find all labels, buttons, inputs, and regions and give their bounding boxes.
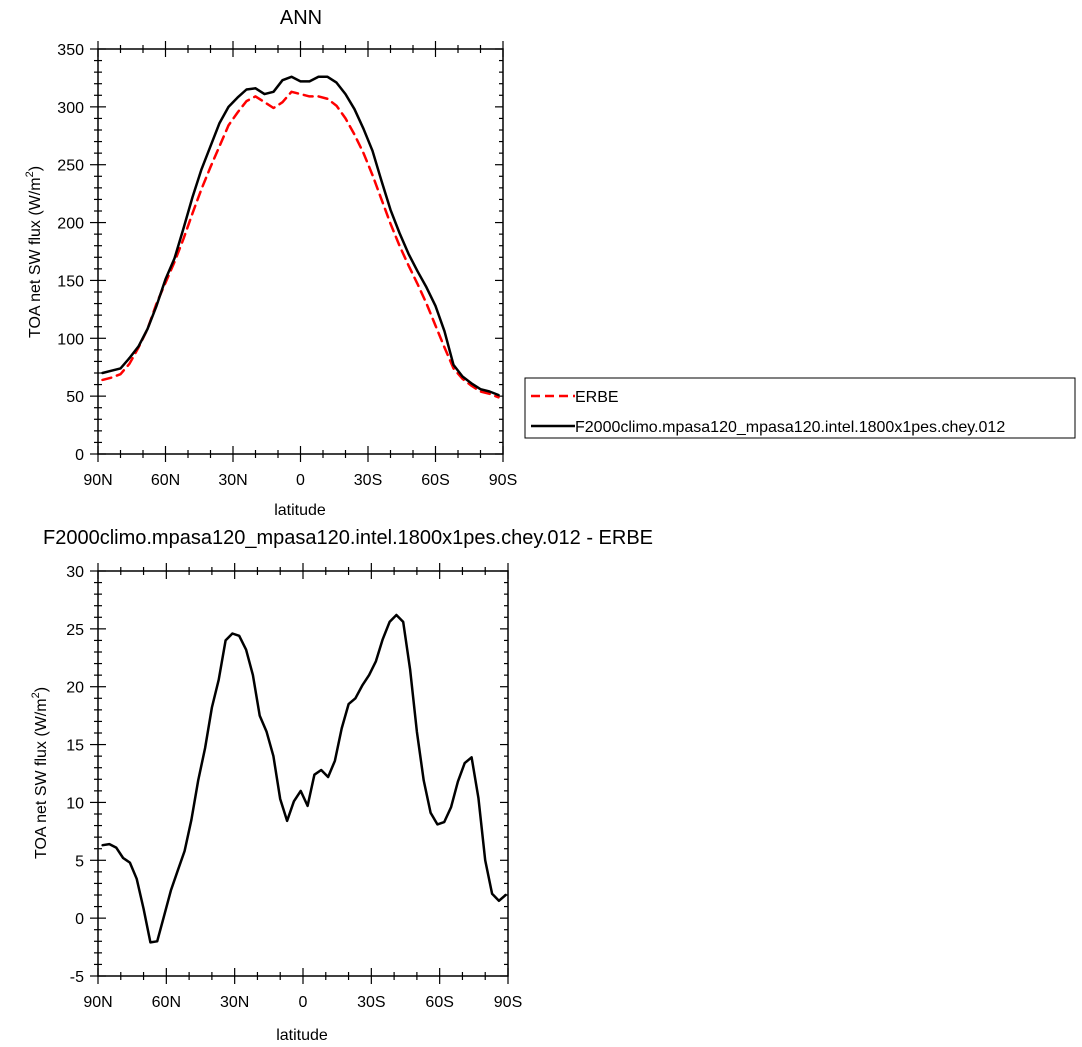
y-tick-label: 200	[57, 216, 84, 233]
x-tick-label: 90S	[494, 994, 522, 1011]
top-series-layer	[101, 75, 500, 399]
series-line	[101, 90, 500, 399]
y-tick-label: 5	[75, 853, 84, 870]
top-plot-frame	[97, 48, 504, 455]
bottom-panel: F2000climo.mpasa120_mpasa120.intel.1800x…	[30, 527, 653, 1044]
y-tick-label: 25	[66, 622, 84, 639]
y-tick-label: -5	[70, 969, 84, 986]
bottom-y-axis-label-main: TOA net SW flux (W/m	[33, 698, 50, 859]
bottom-y-axis-label: TOA net SW flux (W/m2)	[30, 687, 50, 859]
top-y-axis-label-sup: 2	[24, 171, 36, 177]
x-tick-label: 90S	[489, 472, 517, 489]
bottom-y-axis-label-sup: 2	[30, 692, 42, 698]
y-tick-label: 15	[66, 738, 84, 755]
top-y-axis-label-close: )	[27, 166, 44, 171]
bottom-plot-frame	[97, 570, 509, 977]
top-y-axis-label: TOA net SW flux (W/m2)	[24, 166, 44, 338]
y-tick-label: 250	[57, 158, 84, 175]
x-tick-label: 30N	[220, 994, 249, 1011]
x-tick-label: 0	[296, 472, 305, 489]
x-tick-label: 60S	[425, 994, 453, 1011]
legend-box	[524, 377, 1076, 439]
y-tick-label: 30	[66, 564, 84, 581]
x-tick-label: 30N	[218, 472, 247, 489]
y-tick-label: 0	[75, 911, 84, 928]
top-axis-ticks: 0 50 100 150 200 250 300 350 90N 60N 30N 0 30S 60S 90S	[57, 41, 517, 489]
bottom-chart-title: F2000climo.mpasa120_mpasa120.intel.1800x…	[43, 527, 653, 549]
y-tick-label: 350	[57, 42, 84, 59]
x-tick-label: 60N	[152, 994, 181, 1011]
x-tick-label: 90N	[83, 472, 112, 489]
bottom-x-axis-label: latitude	[276, 1027, 328, 1044]
bottom-axis-ticks: -5 0 5 10 15 20 25 30 90N 60N 30N 0 30S 60S 90S	[66, 563, 522, 1011]
top-panel: ANN 0 50 100 150 200 250 300 350 90N 60N 30N 0 30S 60…	[24, 7, 1076, 519]
y-tick-label: 150	[57, 273, 84, 290]
x-tick-label: 30S	[354, 472, 382, 489]
series-line	[101, 613, 507, 944]
legend-label-erbe: ERBE	[575, 389, 619, 406]
top-y-axis-label-main: TOA net SW flux (W/m	[27, 177, 44, 338]
bottom-series-layer	[101, 613, 507, 944]
y-tick-label: 0	[75, 447, 84, 464]
x-tick-label: 30S	[357, 994, 385, 1011]
x-tick-label: 60N	[151, 472, 180, 489]
top-x-axis-label: latitude	[274, 502, 326, 519]
top-chart-title: ANN	[280, 7, 322, 29]
y-tick-label: 20	[66, 680, 84, 697]
x-tick-label: 0	[299, 994, 308, 1011]
top-legend: ERBE F2000climo.mpasa120_mpasa120.intel.…	[524, 377, 1076, 439]
x-tick-label: 60S	[421, 472, 449, 489]
y-tick-label: 300	[57, 100, 84, 117]
series-line	[101, 75, 500, 397]
x-tick-label: 90N	[83, 994, 112, 1011]
y-tick-label: 10	[66, 795, 84, 812]
y-tick-label: 100	[57, 331, 84, 348]
legend-label-model: F2000climo.mpasa120_mpasa120.intel.1800x…	[575, 419, 1005, 436]
bottom-y-axis-label-close: )	[33, 687, 50, 692]
y-tick-label: 50	[66, 389, 84, 406]
